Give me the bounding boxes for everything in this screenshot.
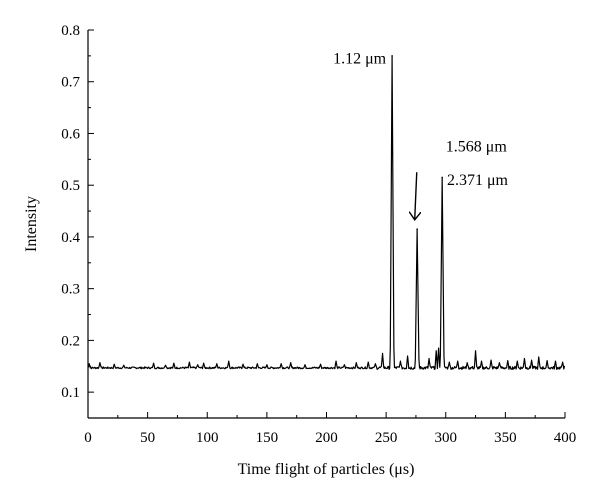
x-tick-label: 350 [494,430,517,446]
x-tick-label: 150 [256,430,279,446]
peak-point [391,55,393,57]
y-tick-label: 0.2 [61,333,80,349]
x-tick-label: 400 [554,430,577,446]
x-tick-label: 50 [140,430,155,446]
peak-point [416,228,418,230]
x-axis-label: Time flight of particles (μs) [238,461,415,478]
peak-annotation-label: 2.371 μm [447,172,509,189]
x-tick-label: 200 [315,430,338,446]
x-tick-label: 100 [196,430,219,446]
y-axis-label: Intensity [23,196,40,252]
y-tick-label: 0.7 [61,75,80,91]
y-tick-label: 0.5 [61,178,80,194]
x-tick-label: 300 [435,430,458,446]
annotation-arrow [415,172,417,219]
x-tick-label: 250 [375,430,398,446]
intensity-series-line [87,55,566,370]
y-tick-label: 0.8 [61,23,80,39]
peak-annotation-label: 1.568 μm [446,139,508,156]
y-tick-label: 0.3 [61,282,80,298]
y-tick-label: 0.1 [61,385,80,401]
peak-point [441,176,443,179]
x-tick-label: 0 [84,430,92,446]
y-tick-label: 0.6 [61,126,80,142]
y-tick-label: 0.4 [61,230,80,246]
peak-annotation-label: 1.12 μm [333,51,387,68]
